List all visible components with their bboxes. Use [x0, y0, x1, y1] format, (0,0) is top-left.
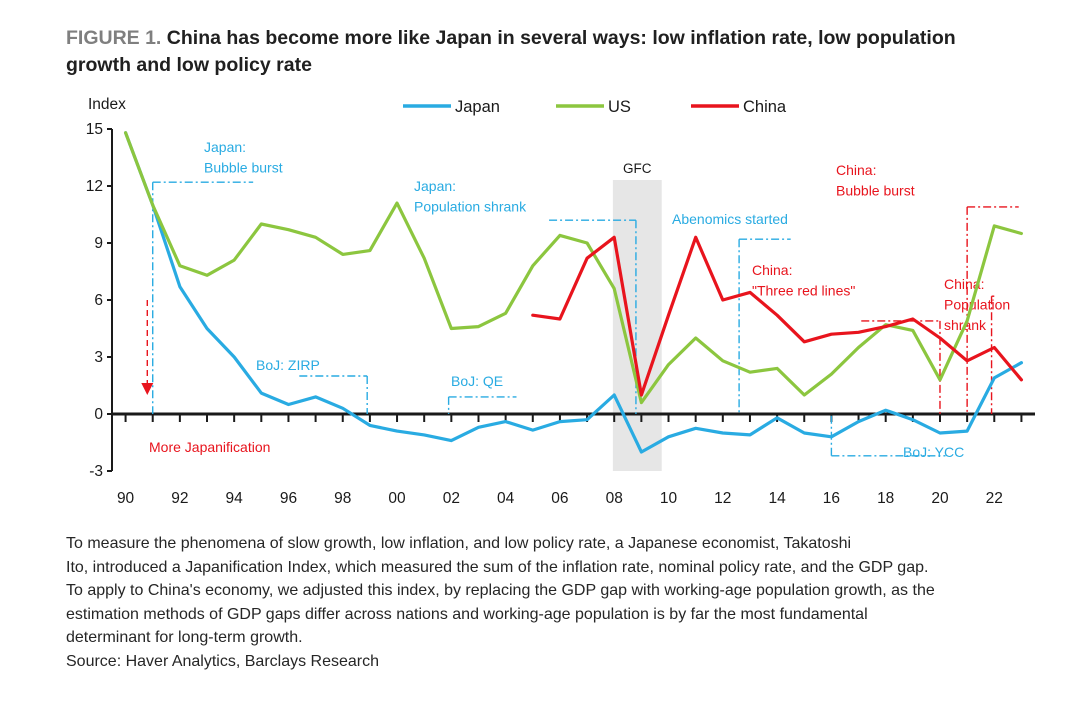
japanification-chart: GFC -3 0 3 6 9 12 15 90 92 94 96 98 00 02 04 06 08 10 12 14… [86, 96, 1035, 507]
footnote: To measure the phenomena of slow growth,… [66, 532, 1046, 674]
source-line: Source: Haver Analytics, Barclays Resear… [66, 652, 380, 670]
x-tick-label: 06 [551, 490, 568, 507]
annotation-label: BoJ: YCC [903, 444, 964, 460]
annotation-label: China: [836, 162, 876, 178]
figure-number: FIGURE 1. [66, 27, 162, 49]
y-tick-label: 3 [94, 349, 103, 366]
x-tick-label: 08 [606, 490, 623, 507]
legend-label-japan: Japan [455, 98, 500, 116]
x-tick-label: 22 [986, 490, 1003, 507]
footnote-line: estimation methods of GDP gaps differ ac… [66, 605, 868, 623]
annotation-label: Japan: [204, 139, 246, 155]
annotation-label: Population shrank [414, 199, 527, 215]
y-tick-label: 15 [86, 121, 103, 138]
x-tick-label: 94 [226, 490, 244, 507]
x-tick-label: 12 [714, 490, 731, 507]
annotation-label: China: [944, 276, 984, 292]
x-tick-label: 02 [443, 490, 460, 507]
gfc-band [612, 180, 662, 471]
gfc-label: GFC [623, 161, 652, 176]
japanification-label: More Japanification [149, 439, 270, 455]
arrow-head [141, 383, 154, 395]
annotation-label: China: [752, 262, 792, 278]
x-tick-label: 96 [280, 490, 297, 507]
footnote-line: determinant for long-term growth. [66, 629, 303, 647]
x-tick-label: 18 [877, 490, 894, 507]
annotation-label: Bubble burst [836, 183, 915, 199]
y-tick-label: 12 [86, 178, 103, 195]
annotation-label: Bubble burst [204, 160, 283, 176]
x-tick-label: 16 [823, 490, 840, 507]
y-tick-label: 0 [94, 406, 103, 423]
annotation-label: Abenomics started [672, 211, 788, 227]
legend-label-china: China [743, 98, 787, 116]
x-tick-label: 90 [117, 490, 135, 507]
annotation-label: Population [944, 297, 1010, 313]
series-line-china [531, 235, 1024, 397]
x-tick-label: 98 [334, 490, 351, 507]
figure-title-text: China has become more like Japan in seve… [66, 27, 956, 76]
x-tick-label: 92 [171, 490, 188, 507]
x-tick-label: 14 [768, 490, 786, 507]
footnote-line: To apply to China's economy, we adjusted… [66, 582, 935, 600]
x-tick-label: 00 [388, 490, 406, 507]
footnote-line: To measure the phenomena of slow growth,… [66, 535, 852, 552]
figure-title: FIGURE 1. China has become more like Jap… [66, 25, 1026, 79]
y-tick-label: -3 [89, 463, 103, 480]
x-tick-label: 04 [497, 490, 515, 507]
series-line-japan [123, 131, 1024, 454]
annotation-label: Japan: [414, 178, 456, 194]
annotation-label: BoJ: QE [451, 373, 503, 389]
y-tick-label: 6 [94, 292, 103, 309]
annotation-label: "Three red lines" [752, 283, 855, 299]
annotation-label: BoJ: ZIRP [256, 357, 320, 373]
y-axis-label: Index [88, 96, 126, 113]
legend-label-us: US [608, 98, 631, 116]
series-line-us [123, 131, 1024, 405]
x-tick-label: 10 [660, 490, 678, 507]
y-tick-label: 9 [94, 235, 103, 252]
x-tick-label: 20 [931, 490, 949, 507]
footnote-line: Ito, introduced a Japanification Index, … [66, 558, 929, 576]
